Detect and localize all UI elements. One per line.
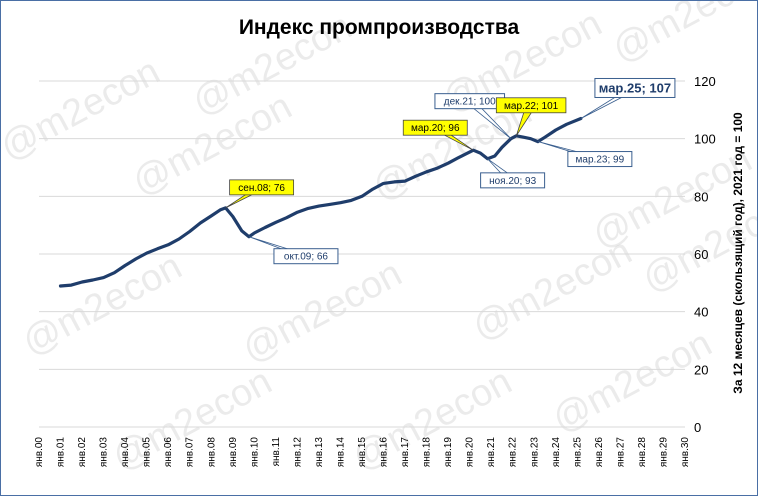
annotation-callout: мар.23; 99	[537, 141, 633, 168]
callout-box	[567, 151, 633, 168]
y-tick-label: 0	[694, 420, 701, 435]
annotation-callout: ноя.20; 93	[480, 158, 546, 189]
data-label: сен.08; 76	[238, 183, 285, 194]
annotation-callout: сен.08; 76	[225, 179, 295, 209]
callout-box	[495, 97, 567, 114]
x-tick-label: янв.21	[486, 437, 497, 468]
x-tick-label: янв.29	[658, 437, 669, 468]
data-label: мар.22; 101	[504, 101, 559, 112]
y-tick-label: 120	[694, 74, 716, 89]
watermark-text: @m2econ	[1, 50, 167, 169]
data-label: ноя.20; 93	[489, 176, 537, 187]
x-tick-label: янв.00	[34, 437, 45, 468]
y-tick-layer: 0 20 40 60 80 100 120	[694, 74, 716, 435]
data-label: окт.09; 66	[284, 252, 329, 263]
y-axis-label: За 12 месяцев (скользящий год), 2021 год…	[731, 112, 745, 394]
x-tick-label: янв.15	[357, 437, 368, 468]
data-label: мар.25; 107	[599, 80, 671, 95]
watermark-text: @m2econ	[546, 322, 719, 441]
callout-box	[480, 172, 546, 189]
annotation-callout: мар.22; 101	[495, 97, 567, 137]
x-tick-label: янв.24	[551, 437, 562, 468]
callout-box	[402, 119, 468, 136]
callout-box	[594, 77, 676, 98]
x-tick-label: янв.30	[680, 437, 691, 468]
x-tick-label: янв.02	[77, 437, 88, 468]
x-tick-label: янв.09	[228, 437, 239, 468]
chart-title: Индекс промпроизводства	[239, 16, 520, 39]
x-tick-label: янв.05	[142, 437, 153, 468]
x-tick-label: янв.20	[465, 437, 476, 468]
x-tick-label: янв.04	[120, 437, 131, 468]
watermark-layer: @m2econ @m2econ @m2econ@m2econ@m2econ @m2ec…	[1, 1, 757, 479]
annotation-layer: сен.08; 76 окт.09; 66 мар.20; 96 ноя.20; 93…	[225, 77, 676, 265]
x-tick-label: янв.14	[335, 437, 346, 468]
x-tick-label: янв.06	[163, 437, 174, 468]
x-tick-label: янв.19	[443, 437, 454, 468]
callout-box	[273, 248, 339, 265]
y-tick-label: 60	[694, 247, 708, 262]
annotation-callout: мар.20; 96	[402, 119, 474, 151]
x-tick-label: янв.22	[508, 437, 519, 468]
y-tick-label: 20	[694, 362, 708, 377]
x-tick-label: янв.08	[206, 437, 217, 468]
annotation-callout: окт.09; 66	[248, 236, 339, 265]
y-tick-label: 40	[694, 305, 708, 320]
data-label: мар.23; 99	[576, 155, 625, 166]
series-line	[58, 116, 583, 288]
x-tick-label: янв.17	[400, 437, 411, 468]
x-tick-layer: янв.00 янв.01 янв.02 янв.03 янв.04 янв.05 янв.…	[34, 437, 691, 468]
x-tick-label: янв.10	[249, 437, 260, 468]
y-tick-label: 80	[694, 189, 708, 204]
series-layer	[58, 116, 583, 288]
data-label: дек.21; 100	[444, 97, 496, 108]
x-tick-label: янв.27	[615, 437, 626, 468]
x-tick-label: янв.16	[379, 437, 390, 468]
watermark-text: @m2econ	[466, 230, 639, 349]
x-tick-label: янв.11	[271, 437, 282, 467]
x-tick-label: янв.26	[594, 437, 605, 468]
x-tick-label: янв.25	[572, 437, 583, 468]
y-tick-label: 100	[694, 132, 716, 147]
watermark-text: @m2econ	[16, 245, 189, 364]
data-label: мар.20; 96	[411, 123, 460, 134]
x-tick-label: янв.28	[637, 437, 648, 468]
annotation-callout: мар.25; 107	[580, 77, 676, 119]
x-tick-label: янв.07	[185, 437, 196, 468]
callout-box	[229, 179, 295, 196]
x-tick-label: янв.12	[292, 437, 303, 468]
x-tick-label: янв.13	[314, 437, 325, 468]
grid-layer	[39, 80, 685, 428]
watermark-text: @m2econ	[606, 1, 757, 71]
x-tick-label: янв.01	[56, 437, 67, 468]
x-tick-label: янв.18	[422, 437, 433, 468]
annotation-callout: дек.21; 100	[434, 93, 512, 139]
x-tick-label: янв.23	[529, 437, 540, 468]
x-tick-label: янв.03	[99, 437, 110, 468]
